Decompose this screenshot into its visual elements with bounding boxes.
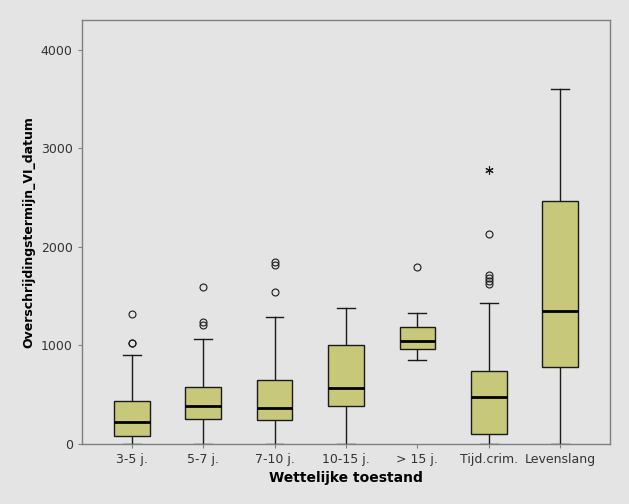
X-axis label: Wettelijke toestand: Wettelijke toestand (269, 471, 423, 485)
FancyBboxPatch shape (399, 327, 435, 349)
Y-axis label: Overschrijdingstermijn_VI_datum: Overschrijdingstermijn_VI_datum (22, 116, 35, 348)
FancyBboxPatch shape (114, 401, 150, 435)
FancyBboxPatch shape (257, 380, 292, 420)
FancyBboxPatch shape (328, 345, 364, 406)
FancyBboxPatch shape (542, 201, 578, 367)
FancyBboxPatch shape (471, 370, 506, 433)
FancyBboxPatch shape (186, 388, 221, 419)
